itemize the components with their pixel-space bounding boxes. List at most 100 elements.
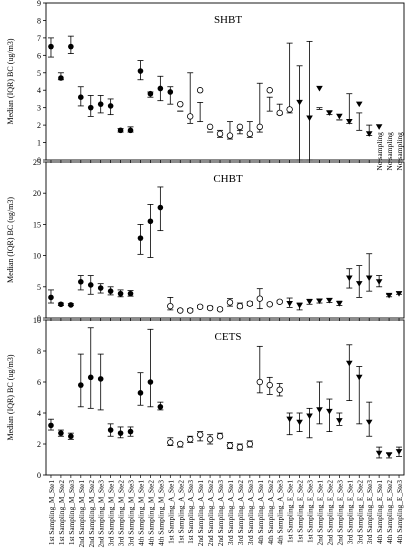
median-point (385, 452, 393, 458)
y-tick-label: 4 (37, 409, 41, 418)
median-point (395, 291, 403, 297)
median-point (226, 299, 234, 306)
median-point (365, 131, 373, 137)
median-point (216, 130, 224, 138)
chart-title: CETS (215, 331, 242, 343)
median-point (355, 101, 363, 108)
median-point (365, 275, 373, 282)
median-point (196, 431, 204, 438)
median-point (157, 204, 164, 211)
no-sampling-note: No sampling (395, 132, 404, 171)
median-point (87, 282, 94, 288)
median-point (147, 379, 154, 385)
x-tick-label: 1st Sampling_A_Ste2 (176, 480, 185, 544)
y-tick-label: 8 (37, 16, 41, 25)
median-point (206, 304, 214, 312)
median-point (177, 307, 184, 314)
median-point (97, 376, 104, 382)
median-point (157, 404, 164, 410)
median-point (48, 43, 54, 50)
median-point (216, 433, 224, 440)
median-point (346, 360, 353, 367)
median-point (137, 68, 144, 74)
median-point (186, 307, 194, 314)
y-tick-label: 5 (37, 69, 41, 78)
x-tick-label: 2nd Sampling_M_Ste1 (77, 480, 86, 548)
median-point (147, 90, 154, 97)
y-tick-label: 3 (37, 104, 41, 113)
y-tick-label: 6 (37, 378, 41, 387)
x-tick-label: 3rd Sampling_E_Ste3 (365, 480, 374, 545)
median-point (375, 124, 383, 130)
y-tick-label: 2 (37, 121, 41, 130)
x-tick-label: 2nd Sampling_M_Ste3 (97, 480, 106, 548)
median-point (236, 443, 244, 451)
y-tick-label: 25 (33, 158, 41, 167)
x-tick-label: 1st Sampling_E_Ste3 (306, 480, 315, 543)
median-point (196, 87, 204, 94)
x-tick-label: 2nd Sampling_E_Ste2 (325, 480, 334, 546)
x-tick-label: 3rd Sampling_M_Ste1 (107, 480, 116, 547)
median-point (87, 374, 94, 381)
median-point (365, 419, 373, 426)
y-tick-label: 0 (37, 314, 41, 323)
median-point (58, 301, 64, 308)
y-tick-label: 5 (37, 283, 41, 292)
median-point (286, 301, 293, 307)
y-tick-label: 0 (37, 156, 41, 165)
median-point (395, 449, 403, 455)
no-sampling-note: No sampling (375, 132, 384, 171)
y-tick-label: 20 (33, 189, 41, 198)
median-point (266, 381, 273, 389)
y-tick-label: 1 (37, 139, 41, 148)
median-point (316, 407, 323, 413)
x-tick-label: 1st Sampling_A_Ste3 (186, 480, 195, 544)
median-point (375, 450, 383, 457)
median-point (286, 416, 293, 423)
median-point (137, 235, 144, 241)
median-point (87, 104, 94, 111)
x-tick-label: 3rd Sampling_E_Ste1 (345, 480, 354, 545)
x-tick-label: 2nd Sampling_A_Ste1 (196, 480, 205, 547)
median-point (97, 101, 104, 107)
median-point (316, 85, 323, 92)
median-point (78, 94, 84, 100)
median-point (58, 430, 64, 436)
x-tick-label: 3rd Sampling_M_Ste3 (127, 480, 136, 547)
x-tick-label: 3rd Sampling_A_Ste2 (236, 480, 245, 545)
median-point (127, 127, 134, 134)
y-axis-label: Median (IQR) BC (ug/m3) (6, 38, 15, 124)
median-point (266, 301, 273, 308)
median-point (246, 300, 254, 307)
median-point (157, 85, 164, 92)
median-point (326, 297, 333, 304)
median-point (355, 281, 363, 287)
x-tick-label: 4th Sampling_M_Ste2 (146, 480, 155, 546)
x-tick-label: 2nd Sampling_M_Ste2 (87, 480, 96, 548)
x-tick-label: 4th Sampling_M_Ste1 (136, 480, 145, 546)
y-axis-label: Median (IQR) BC (ug/m3) (6, 197, 15, 283)
median-point (346, 119, 353, 125)
y-tick-label: 10 (33, 316, 41, 325)
x-tick-label: 1st Sampling_E_Ste2 (296, 480, 305, 543)
y-tick-label: 8 (37, 347, 41, 356)
x-tick-label: 4th Sampling_A_Ste2 (266, 480, 275, 545)
median-point (167, 302, 174, 310)
median-point (186, 113, 194, 120)
x-tick-label: 1st Sampling_M_Ste2 (57, 480, 66, 545)
median-point (286, 106, 293, 113)
median-point (58, 75, 64, 81)
median-point (276, 109, 283, 117)
median-point (266, 87, 273, 94)
median-point (385, 292, 393, 299)
median-point (127, 290, 134, 297)
median-point (226, 442, 234, 449)
median-point (206, 123, 214, 131)
y-tick-label: 0 (37, 471, 41, 480)
median-point (167, 439, 174, 446)
median-point (276, 386, 283, 393)
x-tick-label: 4th Sampling_M_Ste3 (156, 480, 165, 546)
x-tick-label: 3rd Sampling_A_Ste1 (226, 480, 235, 545)
plot-frame (45, 161, 405, 319)
median-point (256, 378, 264, 386)
